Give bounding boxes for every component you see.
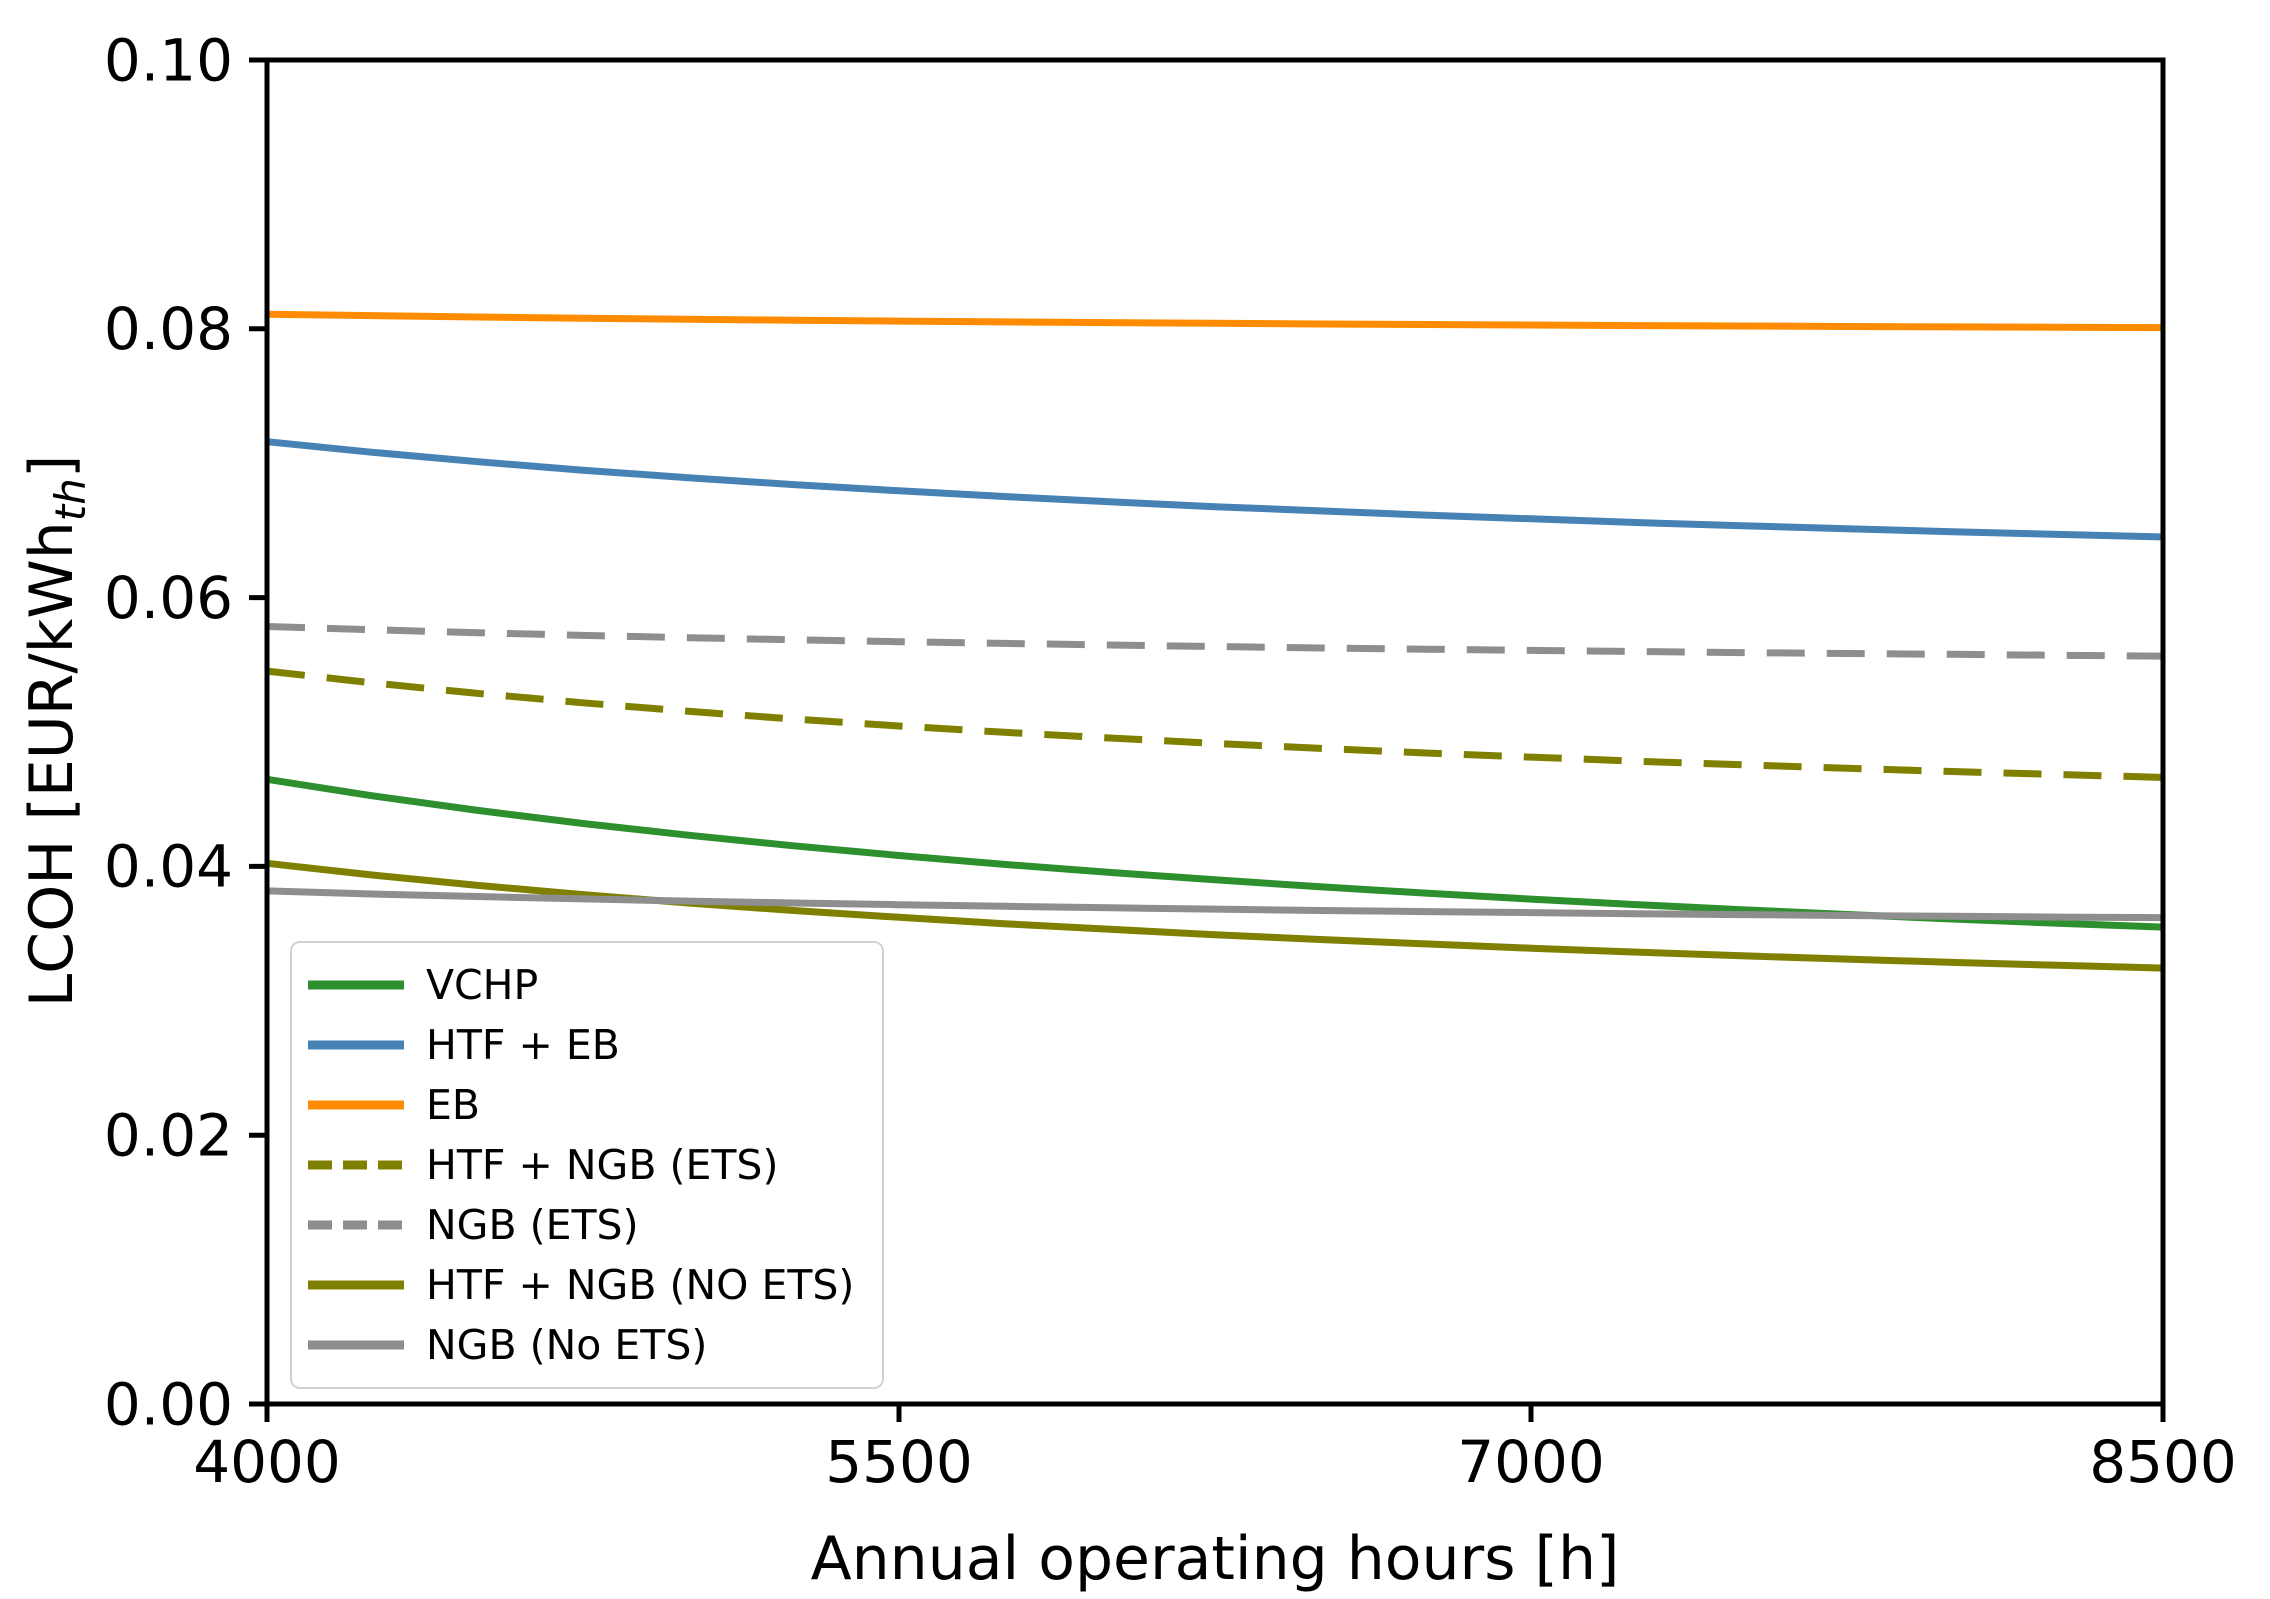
legend-item-ngb-ets: NGB (ETS) — [308, 1201, 872, 1249]
series-line-htf-eb — [266, 438, 2164, 541]
series-line-ngb-no-ets — [266, 887, 2164, 922]
legend-label: HTF + NGB (ETS) — [426, 1141, 779, 1189]
series-line-htf-ngb-no-ets — [266, 859, 2164, 972]
y-tick-label: 0.02 — [104, 1102, 233, 1170]
x-tick-label: 7000 — [1457, 1428, 1605, 1496]
series-line-ngb-ets — [266, 623, 2164, 660]
y-axis-title-suffix: ] — [17, 454, 87, 479]
legend-item-ngb-no-ets: NGB (No ETS) — [308, 1321, 872, 1369]
y-axis-title: LCOH [EUR/kWhth] — [17, 454, 95, 1008]
legend-item-htf-eb: HTF + EB — [308, 1021, 872, 1069]
y-tick-label: 0.08 — [104, 295, 233, 363]
x-tick-label: 4000 — [193, 1428, 341, 1496]
legend-line-sample-ngb-no-ets — [308, 1340, 404, 1350]
legend-item-htf-ngb-no-ets: HTF + NGB (NO ETS) — [308, 1261, 872, 1309]
legend-line-sample-htf-eb — [308, 1040, 404, 1050]
series-line-eb — [266, 310, 2164, 332]
legend-item-vchp: VCHP — [308, 961, 872, 1009]
legend: VCHP HTF + EB EB HTF + NGB (ETS) NGB (ETS) HT… — [290, 941, 884, 1389]
legend-line-sample-htf-ngb-no-ets — [308, 1280, 404, 1290]
legend-label: NGB (ETS) — [426, 1201, 639, 1249]
plot-frame — [264, 57, 2166, 1407]
legend-label: NGB (No ETS) — [426, 1321, 708, 1369]
legend-label: VCHP — [426, 961, 539, 1009]
series-line-htf-ngb-ets — [266, 667, 2164, 781]
x-axis-title: Annual operating hours [h] — [810, 1524, 1620, 1594]
y-axis-title-text: LCOH [EUR/kWh — [17, 521, 87, 1008]
legend-line-sample-htf-ngb-ets — [308, 1160, 404, 1170]
legend-item-htf-ngb-ets: HTF + NGB (ETS) — [308, 1141, 872, 1189]
y-tick-label: 0.04 — [104, 833, 233, 901]
y-tick-label: 0.10 — [104, 26, 233, 94]
y-tick-label: 0.06 — [104, 564, 233, 632]
x-tick-label: 8500 — [2089, 1428, 2237, 1496]
legend-line-sample-vchp — [308, 980, 404, 990]
legend-label: HTF + NGB (NO ETS) — [426, 1261, 855, 1309]
series-line-vchp — [266, 775, 2164, 931]
legend-line-sample-ngb-ets — [308, 1220, 404, 1230]
legend-label: HTF + EB — [426, 1021, 620, 1069]
legend-label: EB — [426, 1081, 481, 1129]
y-tick-label: 0.00 — [104, 1370, 233, 1438]
y-axis-title-subscript: th — [46, 478, 95, 522]
x-tick-label: 5500 — [825, 1428, 973, 1496]
legend-line-sample-eb — [308, 1100, 404, 1110]
legend-item-eb: EB — [308, 1081, 872, 1129]
